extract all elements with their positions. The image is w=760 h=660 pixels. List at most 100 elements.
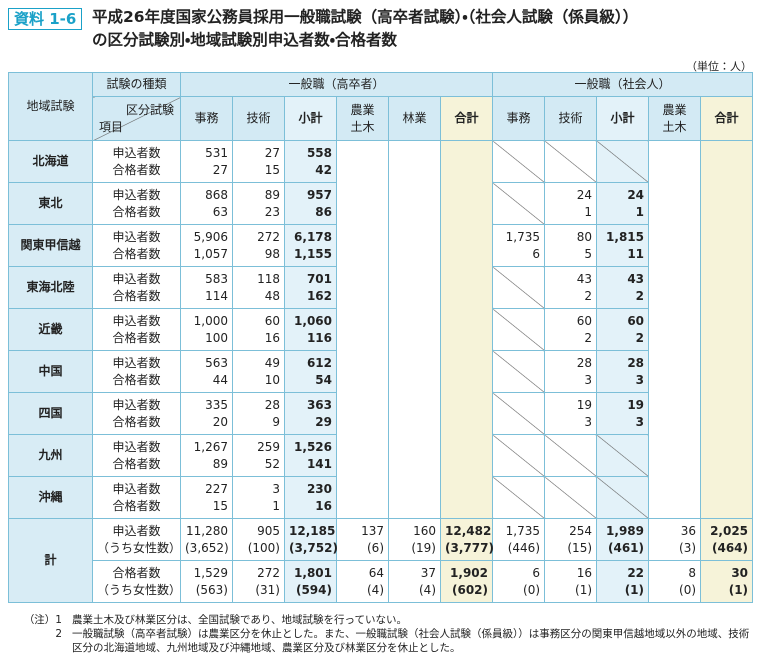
- value: 60: [576, 313, 593, 328]
- note-text: 一般職試験（高卒者試験）は農業区分を休止とした。また、一般職試験（社会人試験（係…: [72, 628, 750, 654]
- value-cell: 583 114: [180, 266, 233, 309]
- item-label: 合格者数: [112, 372, 161, 387]
- region-cell: 北海道: [8, 140, 93, 183]
- value-cell: [492, 350, 546, 393]
- item-label: 合格者数: [112, 414, 161, 429]
- value-cell: 1,060 116: [284, 308, 337, 351]
- value: 10: [264, 372, 280, 387]
- value-cell: 24 1: [544, 182, 598, 225]
- value: 28: [627, 355, 645, 370]
- item-label: 合格者数: [112, 246, 161, 261]
- total-row: 計 申込者数 （うち女性数） 11,280 (3,652) 905 (100) 12,185 (…: [8, 518, 754, 603]
- value-cell: [336, 392, 389, 435]
- value: 272: [257, 229, 280, 244]
- value: (6): [367, 540, 384, 555]
- column-label: 事務: [506, 111, 531, 125]
- column-header: 農業土木: [336, 96, 389, 141]
- value-cell: 254 (15): [544, 518, 598, 561]
- item-label: 申込者数: [112, 355, 161, 370]
- value-cell: [596, 476, 650, 519]
- value: 37: [420, 565, 436, 580]
- value-cell: [596, 434, 650, 477]
- header-row: 区分試験 項目 事務 技術 小計 農業土木 林業 合計 事務 技術 小計 農業土木 合計: [9, 96, 754, 141]
- value: 114: [205, 288, 228, 303]
- region-row: 北海道 申込者数 合格者数 531 27 27 15 558 42: [8, 140, 754, 183]
- value-cell: [648, 434, 702, 477]
- value: 60: [264, 313, 280, 328]
- region-row: 中国 申込者数 合格者数 563 44 49 10 612 54 28 3 28 3: [8, 350, 754, 393]
- value-cell: 36 (3): [648, 518, 702, 561]
- value: 1,057: [193, 246, 228, 261]
- value: 86: [315, 204, 332, 219]
- title-line: の区分試験別・地域試験別申込者数・合格者数: [92, 31, 398, 49]
- value-cell: [336, 224, 389, 267]
- column-label: 林業: [402, 111, 427, 125]
- value: 1: [635, 204, 645, 219]
- value: 24: [627, 187, 645, 202]
- value: 36: [680, 523, 697, 538]
- value: 2,025: [710, 523, 749, 538]
- value-cell: [648, 476, 702, 519]
- note: （注）1 農業土木及び林業区分は、全国試験であり、地域試験を行っていない。: [8, 613, 752, 627]
- total-row: 合格者数 （うち女性数） 1,529 (563) 272 (31) 1,801 (594) 64…: [9, 560, 754, 603]
- value: 19: [627, 397, 645, 412]
- value: 160: [413, 523, 436, 538]
- value-cell: 6 (0): [492, 560, 546, 603]
- item-label: 合格者数: [112, 565, 161, 580]
- value: 1: [584, 204, 593, 219]
- value-cell: [544, 434, 598, 477]
- region-name: 計: [44, 553, 57, 567]
- value: 15: [264, 162, 280, 177]
- title: 平成26年度国家公務員採用一般職試験（高卒者試験）・（社会人試験（係員級）） の…: [92, 6, 638, 52]
- value: 563: [205, 355, 228, 370]
- value-cell: 1,735 6: [492, 224, 546, 267]
- value-cell: [596, 140, 650, 183]
- region-row: 九州 申込者数 合格者数 1,267 89 259 52 1,526 141: [8, 434, 754, 477]
- value-cell: 868 63: [180, 182, 233, 225]
- value-cell: [492, 182, 546, 225]
- value: (464): [712, 540, 749, 555]
- item-label: （うち女性数）: [97, 540, 182, 555]
- value: (4): [367, 582, 384, 597]
- value-cell: [439, 224, 494, 267]
- value-cell: [336, 308, 389, 351]
- value-cell: [492, 308, 546, 351]
- value-cell: 12,482 (3,777): [439, 518, 494, 561]
- value: 531: [205, 145, 228, 160]
- value-cell: 19 3: [596, 392, 650, 435]
- value-cell: [439, 308, 494, 351]
- value: (3): [679, 540, 697, 555]
- column-label: 小計: [298, 111, 323, 125]
- value: 23: [264, 204, 280, 219]
- value-cell: [388, 182, 441, 225]
- note-text: 農業土木及び林業区分は、全国試験であり、地域試験を行っていない。: [72, 614, 407, 626]
- value: 1,989: [606, 523, 645, 538]
- corner-type: 試験の種類: [92, 72, 181, 97]
- value: 137: [361, 523, 384, 538]
- value-cell: 1,526 141: [284, 434, 337, 477]
- value: 22: [627, 565, 645, 580]
- value: 8: [688, 565, 697, 580]
- column-label: 技術: [246, 111, 271, 125]
- value-cell: 49 10: [232, 350, 285, 393]
- value-cell: [700, 140, 754, 183]
- value: 2: [584, 288, 593, 303]
- value-cell: [648, 392, 702, 435]
- value: 20: [212, 414, 228, 429]
- column-label: 合計: [714, 111, 739, 125]
- value-cell: 27 15: [232, 140, 285, 183]
- value: 42: [315, 162, 332, 177]
- item-label: 合格者数: [112, 330, 161, 345]
- value: 6: [532, 246, 541, 261]
- value: (3,752): [289, 540, 338, 555]
- value-cell: 37 (4): [388, 560, 441, 603]
- region-row: 近畿 申込者数 合格者数 1,000 100 60 16 1,060 116 60 2 60 2: [8, 308, 754, 351]
- column-label: 小計: [610, 111, 635, 125]
- item-label: 合格者数: [112, 456, 161, 471]
- item-label: 合格者数: [112, 162, 161, 177]
- value: (15): [567, 540, 593, 555]
- value: (594): [295, 582, 332, 597]
- value-cell: [700, 266, 754, 309]
- region-name: 近畿: [38, 322, 63, 336]
